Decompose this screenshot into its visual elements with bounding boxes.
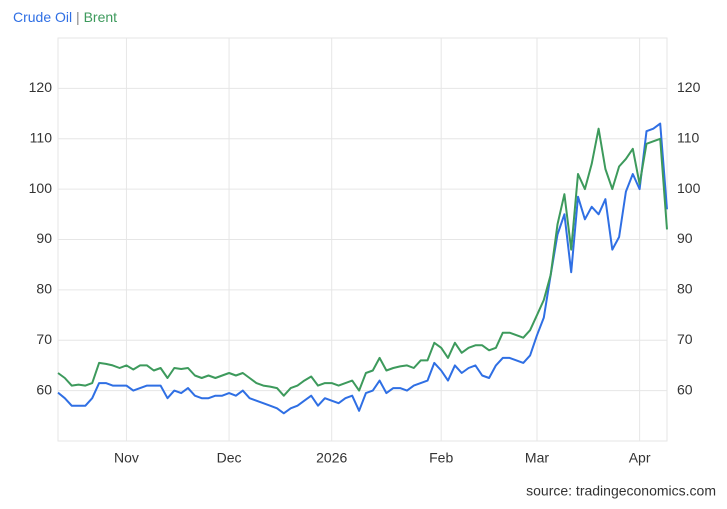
x-tick-label: 2026 xyxy=(316,450,347,466)
y-tick-label: 90 xyxy=(36,230,52,246)
source: source: tradingeconomics.com xyxy=(526,483,716,499)
y-tick-label: 120 xyxy=(29,79,53,95)
line-series xyxy=(57,122,668,415)
legend-separator: | xyxy=(76,9,80,25)
y2-tick-label: 110 xyxy=(677,129,700,145)
y2-tick-label: 120 xyxy=(677,79,701,95)
plot-frame xyxy=(57,37,668,442)
legend: Crude Oil | Brent xyxy=(13,9,117,25)
y2-tick-label: 80 xyxy=(677,281,693,297)
y2-tick-label: 100 xyxy=(677,180,701,196)
y-tick-label: 70 xyxy=(36,331,52,347)
y-tick-label: 60 xyxy=(36,381,52,397)
line-series xyxy=(57,127,668,397)
x-tick-label: Nov xyxy=(114,450,139,466)
y2-tick-label: 90 xyxy=(677,230,693,246)
x-tick-label: Apr xyxy=(629,450,651,466)
x-tick-label: Mar xyxy=(525,450,549,466)
x-tick-label: Feb xyxy=(429,450,453,466)
legend-entry: Crude Oil xyxy=(13,9,72,25)
y-tick-label: 100 xyxy=(29,180,53,196)
legend-entry: Brent xyxy=(84,9,118,25)
y2-tick-label: 60 xyxy=(677,381,693,397)
y-tick-label: 110 xyxy=(30,129,53,145)
y2-tick-label: 70 xyxy=(677,331,693,347)
y-tick-label: 80 xyxy=(36,281,52,297)
x-tick-label: Dec xyxy=(217,450,242,466)
